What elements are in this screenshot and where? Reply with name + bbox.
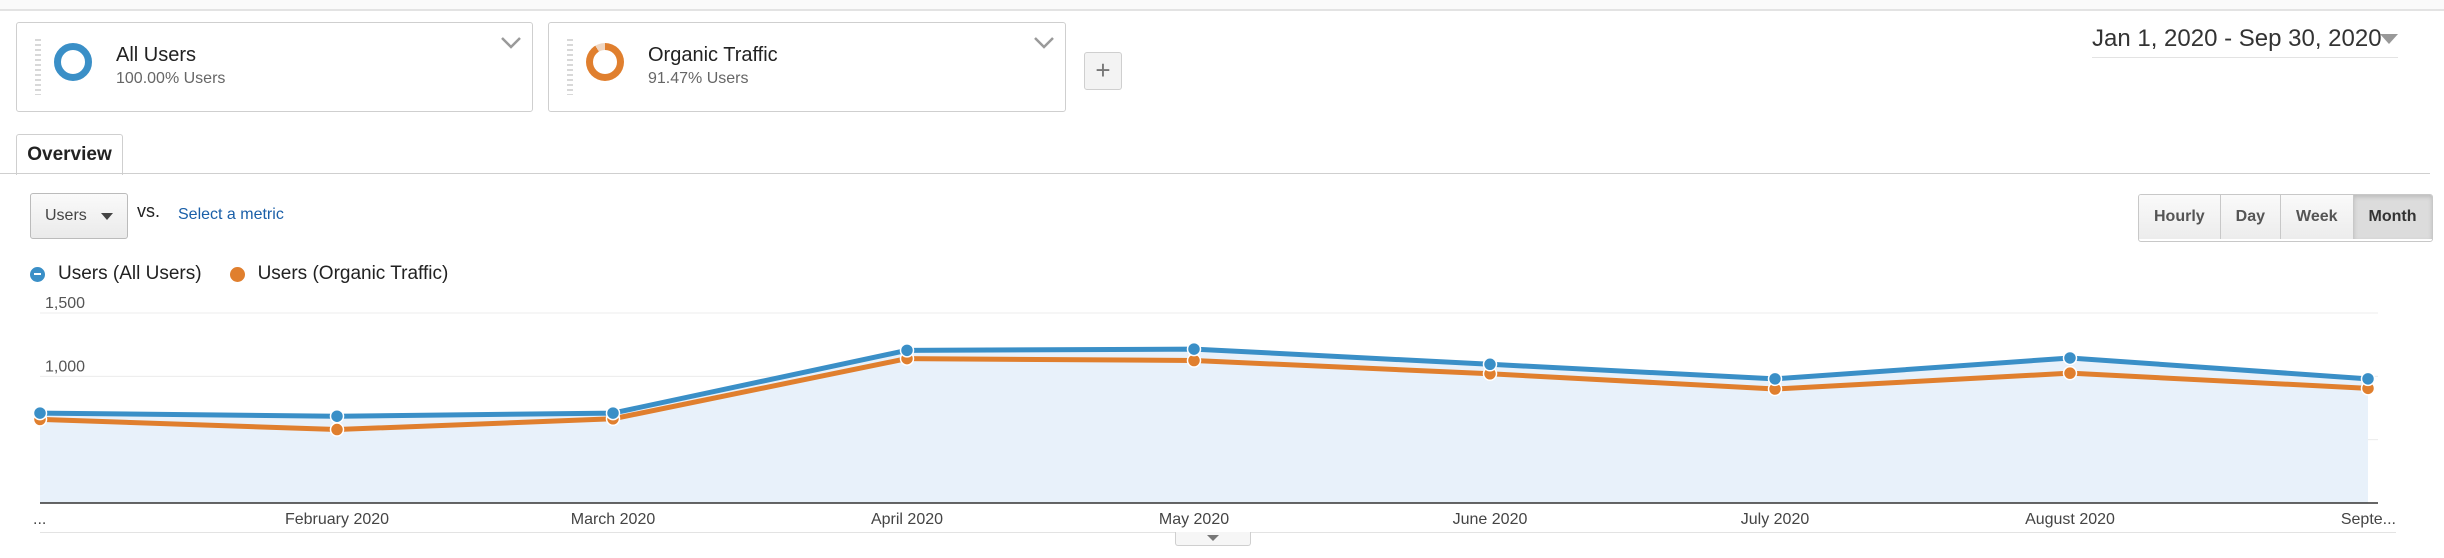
segment-ring-icon (54, 43, 92, 81)
vs-label: vs. (137, 201, 161, 221)
y-tick-label: 1,000 (45, 358, 85, 375)
data-point-all-users (2360, 371, 2376, 387)
x-tick-label: February 2020 (285, 511, 389, 528)
top-divider (0, 0, 2444, 11)
segment-ring-icon (586, 43, 624, 81)
x-tick-label: July 2020 (1741, 511, 1810, 528)
select-metric-link[interactable]: Select a metric (178, 206, 284, 223)
caret-down-icon[interactable] (2380, 34, 2398, 44)
caret-down-icon (101, 213, 113, 220)
data-point-all-users (605, 405, 621, 421)
day-button[interactable]: Day (2220, 195, 2282, 239)
date-range-underline (2092, 57, 2398, 58)
series-dot-icon (30, 266, 45, 282)
legend-label: Users (All Users) (58, 263, 202, 284)
data-point-all-users (1482, 357, 1498, 372)
add-segment-button[interactable]: + (1084, 52, 1122, 90)
data-point-organic-traffic (2062, 365, 2078, 381)
data-point-organic-traffic (329, 422, 345, 437)
segment-card-organic-traffic[interactable]: Organic Traffic 91.47% Users (548, 22, 1066, 112)
segment-card-all-users[interactable]: All Users 100.00% Users (16, 22, 533, 112)
metric-dropdown[interactable]: Users (30, 193, 128, 239)
segment-percentage: 100.00% Users (116, 70, 226, 87)
metric-dropdown-label: Users (45, 207, 87, 224)
data-point-all-users (1767, 371, 1783, 387)
date-range-picker[interactable]: Jan 1, 2020 - Sep 30, 2020 (2092, 25, 2382, 52)
drag-handle-icon[interactable] (567, 39, 573, 95)
x-tick-label: April 2020 (871, 511, 943, 528)
chart-collapse-handle[interactable] (1175, 532, 1251, 546)
segment-title: All Users (116, 44, 197, 66)
data-point-all-users (2062, 350, 2078, 366)
x-tick-label: Septe... (2341, 511, 2396, 528)
x-tick-label: ... (33, 511, 46, 528)
segment-title: Organic Traffic (648, 44, 778, 66)
chart-legend: Users (All Users) Users (Organic Traffic… (30, 263, 448, 285)
series-dot-icon (229, 266, 245, 282)
tab-overview[interactable]: Overview (16, 134, 123, 175)
data-point-all-users (32, 405, 48, 421)
month-button[interactable]: Month (2353, 195, 2432, 239)
data-point-all-users (329, 408, 345, 424)
week-button[interactable]: Week (2281, 195, 2354, 239)
data-point-all-users (899, 343, 915, 358)
x-tick-label: August 2020 (2025, 511, 2115, 528)
x-tick-label: June 2020 (1453, 511, 1528, 528)
legend-item-all-users[interactable]: Users (All Users) (30, 263, 202, 285)
drag-handle-icon[interactable] (35, 39, 41, 95)
legend-item-organic-traffic[interactable]: Users (Organic Traffic) (229, 263, 449, 285)
tab-divider (0, 173, 2430, 174)
y-tick-label: 1,500 (45, 295, 85, 312)
hourly-button[interactable]: Hourly (2139, 195, 2221, 239)
chevron-down-icon[interactable] (500, 35, 522, 51)
chevron-down-icon[interactable] (1033, 35, 1055, 51)
x-tick-label: May 2020 (1159, 511, 1229, 528)
segment-percentage: 91.47% Users (648, 70, 749, 87)
granularity-toggle: Hourly Day Week Month (2138, 194, 2433, 242)
data-point-all-users (1186, 341, 1202, 357)
x-tick-label: March 2020 (571, 511, 656, 528)
legend-label: Users (Organic Traffic) (257, 263, 449, 284)
